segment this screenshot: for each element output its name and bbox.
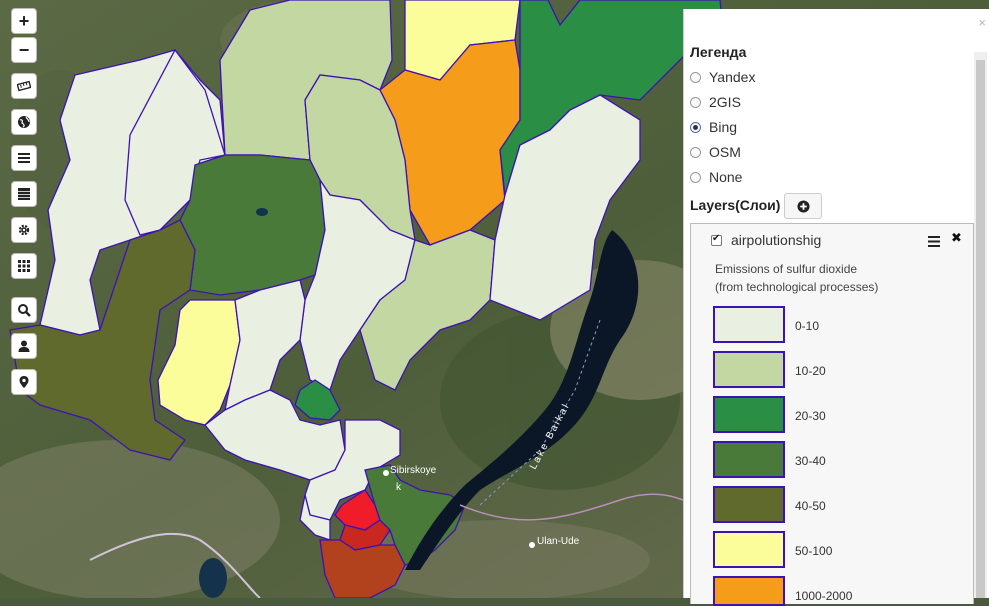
table-icon xyxy=(18,188,30,200)
region xyxy=(294,379,341,421)
menu-icon xyxy=(928,236,940,247)
city-marker xyxy=(383,470,389,476)
basemap-label: 2GIS xyxy=(709,94,741,110)
region xyxy=(299,179,416,391)
region-polygons xyxy=(9,0,723,598)
layer-header: airpolutionshig xyxy=(711,232,821,248)
map-label-ulan-ude: Ulan-Ude xyxy=(537,536,580,547)
map-label-k: k xyxy=(396,482,402,493)
measure-button[interactable] xyxy=(11,73,37,99)
region xyxy=(9,219,196,461)
border-line xyxy=(459,493,684,521)
basemap-option-bing[interactable]: Bing xyxy=(690,119,737,135)
map-label-sibirskoye: Sibirskoye xyxy=(390,465,437,476)
globe-icon xyxy=(18,116,30,128)
legend-swatch-0-10 xyxy=(713,306,785,343)
legend-title: Легенда xyxy=(690,44,747,60)
lake-baikal xyxy=(405,230,639,570)
layers-list-icon xyxy=(18,153,30,163)
user-icon xyxy=(18,340,30,352)
radio-button[interactable] xyxy=(690,171,701,183)
region xyxy=(224,279,306,412)
basemap-option-osm[interactable]: OSM xyxy=(690,144,741,160)
legend-label: 0-10 xyxy=(795,319,820,333)
gear-icon xyxy=(18,224,30,236)
city-marker xyxy=(529,542,535,548)
small-lakes xyxy=(199,208,268,598)
zoom-out-button[interactable]: − xyxy=(11,37,37,63)
region xyxy=(359,229,496,391)
location-button[interactable] xyxy=(11,369,37,395)
radio-button-selected[interactable] xyxy=(690,121,701,133)
legend-label: 40-50 xyxy=(795,499,826,513)
layer-description-line: Emissions of sulfur dioxide xyxy=(715,262,858,276)
settings-button[interactable] xyxy=(11,217,37,243)
radio-button[interactable] xyxy=(690,146,701,158)
legend-swatch-50-100 xyxy=(713,531,785,568)
table-button[interactable] xyxy=(11,181,37,207)
panel-close-button[interactable]: × xyxy=(978,15,986,30)
add-layer-button[interactable] xyxy=(784,193,822,219)
basemap-option-2gis[interactable]: 2GIS xyxy=(690,94,741,110)
region xyxy=(179,154,326,296)
legend-label: 1000-2000 xyxy=(795,589,853,603)
legend-swatch-40-50 xyxy=(713,486,785,523)
legend-swatch-10-20 xyxy=(713,351,785,388)
legend-swatch-30-40 xyxy=(713,441,785,478)
ruler-icon xyxy=(17,80,31,92)
legend-panel: × Легенда Yandex 2GIS Bing OSM None Laye… xyxy=(683,9,989,606)
grid-button[interactable] xyxy=(11,253,37,279)
layer-item: airpolutionshig ✖ Emissions of sulfur di… xyxy=(690,223,974,606)
pin-icon xyxy=(19,376,29,388)
layer-visibility-checkbox[interactable] xyxy=(711,233,722,246)
legend-swatch-20-30 xyxy=(713,396,785,433)
layer-name: airpolutionshig xyxy=(731,232,822,248)
region xyxy=(304,419,401,521)
legend-label: 30-40 xyxy=(795,454,826,468)
layer-description-line: (from technological processes) xyxy=(715,280,879,294)
scrollbar-thumb[interactable] xyxy=(976,60,985,598)
region xyxy=(204,389,346,481)
plus-circle-icon xyxy=(796,199,810,213)
basemap-label: Yandex xyxy=(709,69,756,85)
globe-button[interactable] xyxy=(11,109,37,135)
legend-swatch-1000-2000 xyxy=(713,576,785,606)
basemap-label: Bing xyxy=(709,119,738,135)
search-button[interactable] xyxy=(11,297,37,323)
search-icon xyxy=(18,304,31,317)
grid-icon xyxy=(18,260,30,272)
panel-scrollbar[interactable] xyxy=(974,52,987,598)
layer-menu-button[interactable] xyxy=(928,234,940,252)
basemap-label: OSM xyxy=(709,144,741,160)
region xyxy=(489,94,641,321)
radio-button[interactable] xyxy=(690,71,701,83)
layers-list-button[interactable] xyxy=(11,145,37,171)
zoom-in-button[interactable]: + xyxy=(11,8,37,34)
basemap-label: None xyxy=(709,169,743,185)
layer-description: Emissions of sulfur dioxide (from techno… xyxy=(715,260,878,296)
basemap-option-none[interactable]: None xyxy=(690,169,742,185)
basemap-option-yandex[interactable]: Yandex xyxy=(690,69,755,85)
legend-label: 50-100 xyxy=(795,544,833,558)
radio-button[interactable] xyxy=(690,96,701,108)
legend-label: 20-30 xyxy=(795,409,826,423)
layers-title: Layers(Слои) xyxy=(690,197,781,213)
remove-layer-button[interactable]: ✖ xyxy=(951,230,962,245)
border-line xyxy=(89,532,261,598)
region xyxy=(319,539,406,598)
user-button[interactable] xyxy=(11,333,37,359)
legend-label: 10-20 xyxy=(795,364,826,378)
